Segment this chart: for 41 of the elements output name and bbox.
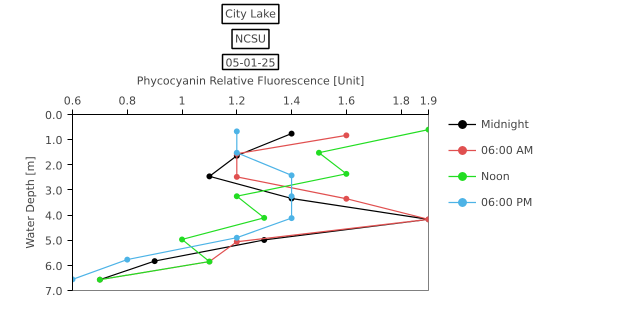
point bbox=[261, 214, 268, 221]
legend-label: 06:00 AM bbox=[481, 144, 534, 156]
point bbox=[316, 150, 322, 156]
legend-label: 06:00 PM bbox=[481, 196, 532, 208]
chart-title: City Lake bbox=[225, 8, 276, 20]
text: 05-01-25 bbox=[226, 56, 276, 70]
x-tick-label: 0.8 bbox=[118, 94, 136, 108]
x-tick-label: 1.4 bbox=[282, 94, 300, 108]
point bbox=[152, 258, 158, 264]
x-tick-label: 1 bbox=[178, 94, 186, 108]
x-tick-label: 1.6 bbox=[338, 94, 356, 108]
y-tick-label: 5.0 bbox=[45, 234, 63, 248]
y-tick-label: 3.0 bbox=[45, 184, 63, 198]
point bbox=[343, 132, 350, 138]
point bbox=[124, 256, 130, 263]
point bbox=[234, 128, 240, 134]
point bbox=[234, 193, 240, 200]
point bbox=[343, 196, 350, 202]
point bbox=[288, 172, 295, 178]
x-axis-title: Phycocyanin Relative Fluorescence [Unit] bbox=[136, 74, 364, 88]
legend-label: Noon bbox=[481, 170, 510, 182]
chart-subtitle: NCSU bbox=[235, 32, 266, 46]
y-tick-label: 4.0 bbox=[45, 210, 63, 223]
x-tick-label: 0.6 bbox=[64, 94, 82, 108]
y-tick-label: 2.0 bbox=[45, 159, 63, 172]
y-axis-title: Water Depth [m] bbox=[24, 156, 38, 249]
x-tick-label: 1.9 bbox=[420, 94, 438, 108]
point bbox=[206, 173, 212, 180]
point bbox=[288, 215, 295, 222]
x-tick-label: 1.2 bbox=[228, 94, 246, 108]
x-tick-label: 1.8 bbox=[392, 94, 410, 108]
legend-label: Midnight bbox=[481, 118, 529, 130]
y-tick-label: 1.0 bbox=[45, 134, 63, 148]
point bbox=[234, 174, 240, 180]
point bbox=[288, 130, 295, 137]
point bbox=[234, 234, 240, 241]
point bbox=[179, 236, 186, 242]
y-tick-label: 7.0 bbox=[45, 285, 63, 298]
y-tick-label: 6.0 bbox=[45, 260, 63, 273]
point bbox=[343, 170, 350, 177]
y-tick-label: 0.0 bbox=[45, 109, 63, 122]
